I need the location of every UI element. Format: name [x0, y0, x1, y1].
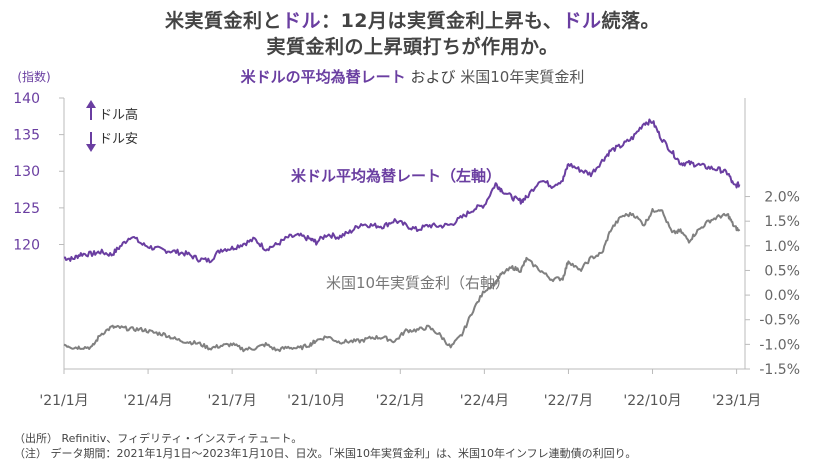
left-tick-label: 125: [13, 201, 40, 217]
right-tick-label: 0.0%: [764, 288, 800, 304]
x-tick-label: '22/10月: [623, 393, 681, 409]
headline-line-1: 米実質金利とドル：12月は実質金利上昇も、ドル続落。: [0, 6, 825, 33]
left-axis-unit-label: (指数): [17, 69, 50, 84]
real-rate-series-label: 米国10年実質金利（右軸）: [326, 274, 510, 292]
usd-index-line: [63, 118, 741, 264]
right-tick-label: 1.5%: [764, 214, 800, 230]
left-tick-label: 120: [13, 237, 40, 253]
x-tick-label: '21/10月: [287, 393, 345, 409]
right-tick-label: -0.5%: [759, 313, 800, 329]
chart-subtitle: 米ドルの平均為替レート および 米国10年実質金利: [0, 66, 825, 87]
right-tick-label: 2.0%: [764, 190, 800, 206]
x-tick-label: '22/7月: [544, 393, 593, 409]
x-tick-label: '23/1月: [712, 393, 761, 409]
subtitle-usd: 米ドルの平均為替レート: [240, 68, 406, 86]
headline-part-5: 続落。: [601, 10, 660, 32]
usd-series-label: 米ドル平均為替レート（左軸）: [291, 167, 501, 185]
footer-source: （出所） Refinitiv、フィデリティ・インスティテュート。: [14, 432, 303, 445]
x-tick-label: '21/7月: [207, 393, 256, 409]
x-tick-label: '22/1月: [376, 393, 425, 409]
x-tick-label: '21/1月: [39, 393, 88, 409]
up-arrow-icon: [86, 100, 96, 108]
headline-part-4: ドル: [562, 10, 602, 32]
right-tick-label: 1.0%: [764, 239, 800, 255]
headline-part-3: ：12月は実質金利上昇も、: [321, 10, 563, 32]
headline-part-2: ドル: [282, 10, 322, 32]
right-tick-label: -1.5%: [759, 362, 800, 378]
subtitle-and: および: [410, 68, 456, 86]
usd-weak-label: ドル安: [99, 132, 138, 147]
usd-strong-label: ドル高: [99, 107, 138, 123]
headline-part-1: 米実質金利と: [165, 10, 283, 32]
headline-line-2: 実質金利の上昇頭打ちが作用か。: [266, 36, 559, 58]
left-tick-label: 130: [13, 164, 40, 180]
footer-note: （注） データ期間：2021年1月1日～2023年1月10日、日次。「米国10年…: [14, 447, 637, 460]
subtitle-real-rate: 米国10年実質金利: [460, 68, 585, 86]
x-tick-label: '22/4月: [460, 393, 509, 409]
right-tick-label: 0.5%: [764, 263, 800, 279]
down-arrow-icon: [86, 144, 96, 152]
left-tick-label: 140: [13, 91, 40, 107]
right-tick-label: -1.0%: [759, 337, 800, 353]
x-tick-label: '21/4月: [123, 393, 172, 409]
left-tick-label: 135: [13, 128, 40, 144]
real-rate-line: [63, 208, 741, 353]
